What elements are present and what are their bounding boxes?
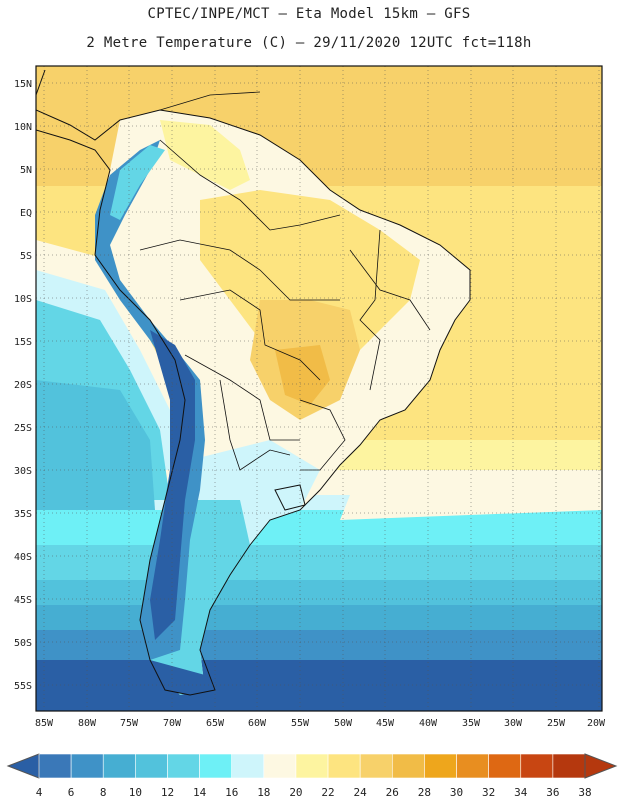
lon-label: 25W <box>547 718 566 729</box>
lon-label: 60W <box>248 718 267 729</box>
lon-label: 75W <box>120 718 139 729</box>
lon-label: 80W <box>78 718 97 729</box>
colorbar-swatch <box>520 753 554 779</box>
colorbar-swatch <box>424 753 457 779</box>
lat-label: 20S <box>14 380 32 391</box>
lat-label: 10S <box>14 294 32 305</box>
colorbar-tick-label: 18 <box>257 786 270 799</box>
colorbar-tick-label: 12 <box>161 786 174 799</box>
coastline <box>36 69 471 696</box>
colorbar-swatch <box>38 753 72 779</box>
colorbar-swatch <box>102 753 136 779</box>
colorbar-tick-label: 30 <box>450 786 463 799</box>
colorbar-tick-label: 20 <box>289 786 302 799</box>
lon-label: 40W <box>419 718 438 729</box>
colorbar-swatch <box>552 753 586 779</box>
latitude-labels: 15N 10N 5N EQ 5S 10S 15S 20S 25S 30S 35S… <box>14 79 32 692</box>
lon-label: 50W <box>334 718 353 729</box>
map-frame <box>35 65 603 712</box>
lat-label: 35S <box>14 509 32 520</box>
colorbar-tick-label: 34 <box>514 786 528 799</box>
colorbar-swatch <box>167 753 200 779</box>
colorbar-tick-label: 8 <box>100 786 107 799</box>
colorbar-left-arrow <box>6 753 40 779</box>
colorbar-tick-label: 38 <box>578 786 591 799</box>
longitude-labels: 85W 80W 75W 70W 65W 60W 55W 50W 45W 40W … <box>35 718 606 729</box>
colorbar-tick-label: 32 <box>482 786 495 799</box>
lat-label: 25S <box>14 423 32 434</box>
lon-label: 85W <box>35 718 54 729</box>
colorbar-tick-label: 22 <box>321 786 334 799</box>
title-line-1: CPTEC/INPE/MCT – Eta Model 15km – GFS <box>147 6 471 22</box>
lon-label: 20W <box>587 718 606 729</box>
colorbar-swatch <box>135 753 168 779</box>
colorbar-swatch <box>70 753 104 779</box>
lon-label: 70W <box>163 718 182 729</box>
colorbar-swatch <box>359 753 393 779</box>
colorbar-tick-label: 10 <box>129 786 142 799</box>
lat-label: 10N <box>14 122 32 133</box>
lat-label: 50S <box>14 638 32 649</box>
lon-label: 35W <box>462 718 481 729</box>
colorbar-swatch <box>263 753 297 779</box>
colorbar-tick-label: 6 <box>68 786 75 799</box>
colorbar-swatch <box>199 753 233 779</box>
colorbar: 4 6 8 10 12 14 16 18 20 22 24 26 28 30 32 34 36 38 <box>6 753 618 799</box>
colorbar-tick-label: 14 <box>193 786 207 799</box>
colorbar-tick-label: 24 <box>354 786 368 799</box>
lon-label: 30W <box>504 718 523 729</box>
colorbar-swatch <box>456 753 489 779</box>
colorbar-tick-label: 36 <box>546 786 559 799</box>
colorbar-swatch <box>488 753 522 779</box>
lon-label: 65W <box>206 718 225 729</box>
lon-label: 55W <box>291 718 310 729</box>
lat-label: 30S <box>14 466 32 477</box>
colorbar-tick-label: 28 <box>418 786 431 799</box>
colorbar-tick-label: 16 <box>225 786 238 799</box>
colorbar-tick-label: 26 <box>386 786 399 799</box>
colorbar-swatch <box>327 753 361 779</box>
title-line-2: 2 Metre Temperature (C) – 29/11/2020 12U… <box>86 35 532 51</box>
country-borders <box>139 139 431 471</box>
colorbar-swatch <box>231 753 265 779</box>
lon-label: 45W <box>376 718 395 729</box>
temperature-field <box>36 66 602 711</box>
lat-label: 5S <box>20 251 32 262</box>
lat-label: 5N <box>20 165 32 176</box>
lat-label: EQ <box>20 208 32 219</box>
colorbar-right-arrow <box>584 753 618 779</box>
lat-label: 45S <box>14 595 32 606</box>
colorbar-swatch <box>295 753 329 779</box>
lat-label: 40S <box>14 552 32 563</box>
colorbar-swatch <box>391 753 425 779</box>
colorbar-tick-label: 4 <box>36 786 43 799</box>
lat-label: 55S <box>14 681 32 692</box>
lat-label: 15N <box>14 79 32 90</box>
lat-label: 15S <box>14 337 32 348</box>
